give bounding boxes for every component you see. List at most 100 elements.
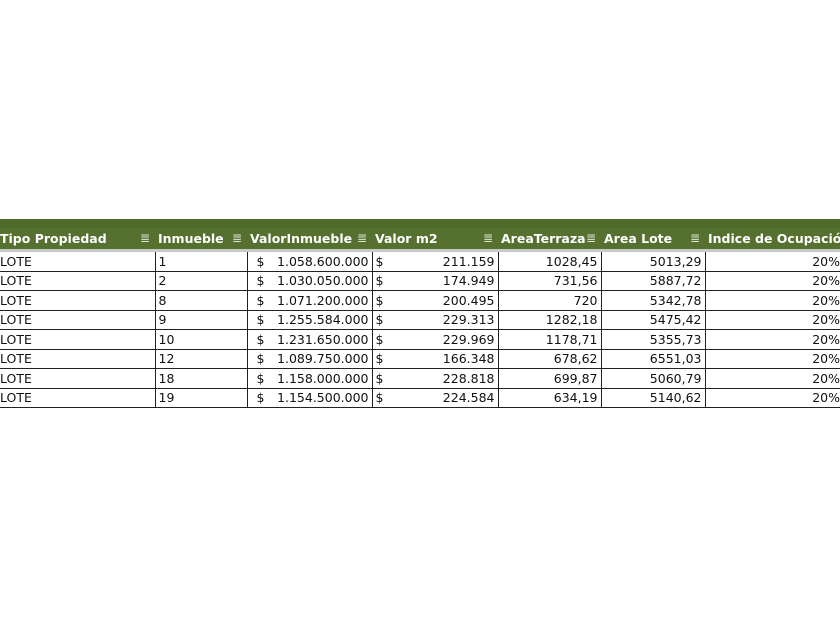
table-cell[interactable]: $1.154.500.000 xyxy=(246,388,372,408)
column-label: Valor m2 xyxy=(375,231,438,246)
table-cell[interactable]: 19 xyxy=(154,388,247,408)
table-cell[interactable]: 5342,78 xyxy=(600,290,705,311)
currency-symbol: $ xyxy=(375,292,384,308)
filter-icon[interactable]: ≣ xyxy=(231,231,242,245)
data-table: Tipo Propiedad ≣ Inmueble ≣ ValorInmueble ≣ Va… xyxy=(0,228,840,408)
table-cell[interactable]: LOTE xyxy=(0,329,155,350)
table-cell[interactable]: $200.495 xyxy=(371,290,498,311)
table-cell[interactable]: $174.949 xyxy=(371,271,498,291)
table-cell[interactable]: $1.058.600.000 xyxy=(246,250,372,272)
table-cell[interactable]: $1.071.200.000 xyxy=(246,290,372,311)
table-cell[interactable]: 20% xyxy=(704,290,840,311)
column-header[interactable]: Indice de Ocupación xyxy=(705,228,840,252)
currency-symbol: $ xyxy=(375,331,384,347)
table-cell[interactable]: $1.158.000.000 xyxy=(246,368,372,389)
column-label: Indice de Ocupación xyxy=(708,231,840,246)
table-cell[interactable]: $229.313 xyxy=(371,310,498,330)
filter-icon[interactable]: ≣ xyxy=(356,231,367,245)
table-cell[interactable]: 2 xyxy=(154,271,247,291)
table-row: LOTE 9 $1.255.584.000 $229.313 1282,18 5475,4… xyxy=(0,310,840,330)
table-cell[interactable]: 20% xyxy=(704,388,840,408)
table-row: LOTE 10 $1.231.650.000 $229.969 1178,71 5355,… xyxy=(0,329,840,350)
cell-value: 166.348 xyxy=(442,351,495,367)
table-cell[interactable]: $211.159 xyxy=(371,250,498,272)
table-cell[interactable]: 634,19 xyxy=(497,388,601,408)
table-row: LOTE 19 $1.154.500.000 $224.584 634,19 5140,6… xyxy=(0,388,840,408)
table-cell[interactable]: 1028,45 xyxy=(497,250,601,272)
table-cell[interactable]: 12 xyxy=(154,349,247,369)
table-cell[interactable]: 731,56 xyxy=(497,271,601,291)
filter-icon[interactable]: ≣ xyxy=(482,231,493,245)
currency-symbol: $ xyxy=(256,312,265,328)
column-header[interactable]: Area Lote ≣ xyxy=(601,228,705,252)
column-label: ValorInmueble xyxy=(250,231,353,246)
table-cell[interactable]: LOTE xyxy=(0,290,155,311)
table-cell[interactable]: $1.255.584.000 xyxy=(246,310,372,330)
table-cell[interactable]: LOTE xyxy=(0,388,155,408)
table-cell[interactable]: 699,87 xyxy=(497,368,601,389)
table-cell[interactable]: LOTE xyxy=(0,250,155,272)
cell-value: 1.154.500.000 xyxy=(277,390,369,406)
table-cell[interactable]: $1.089.750.000 xyxy=(246,349,372,369)
column-header[interactable]: Tipo Propiedad ≣ xyxy=(0,228,155,252)
table-row: LOTE 1 $1.058.600.000 $211.159 1028,45 5013,2… xyxy=(0,250,840,272)
table-cell[interactable]: 6551,03 xyxy=(600,349,705,369)
table-cell[interactable]: 20% xyxy=(704,349,840,369)
table-cell[interactable]: 720 xyxy=(497,290,601,311)
column-header[interactable]: Valor m2 ≣ xyxy=(372,228,498,252)
cell-value: 211.159 xyxy=(442,253,495,269)
cell-value: 200.495 xyxy=(442,292,495,308)
currency-symbol: $ xyxy=(256,331,265,347)
cell-value: 1.231.650.000 xyxy=(277,331,369,347)
currency-symbol: $ xyxy=(256,292,265,308)
table-cell[interactable]: 20% xyxy=(704,271,840,291)
filter-icon[interactable]: ≣ xyxy=(689,231,700,245)
table-cell[interactable]: 1 xyxy=(154,250,247,272)
table-cell[interactable]: 5355,73 xyxy=(600,329,705,350)
table-cell[interactable]: $229.969 xyxy=(371,329,498,350)
currency-symbol: $ xyxy=(256,390,265,406)
table-cell[interactable]: 1282,18 xyxy=(497,310,601,330)
column-label: Inmueble xyxy=(158,231,224,246)
table-cell[interactable]: 678,62 xyxy=(497,349,601,369)
table-cell[interactable]: 18 xyxy=(154,368,247,389)
table-cell[interactable]: LOTE xyxy=(0,310,155,330)
cell-value: 228.818 xyxy=(442,370,495,386)
column-label: AreaTerraza xyxy=(501,231,586,246)
table-row: LOTE 2 $1.030.050.000 $174.949 731,56 5887,72… xyxy=(0,271,840,291)
table-cell[interactable]: 20% xyxy=(704,310,840,330)
table-cell[interactable]: 5887,72 xyxy=(600,271,705,291)
currency-symbol: $ xyxy=(375,351,384,367)
filter-icon[interactable]: ≣ xyxy=(139,231,150,245)
cell-value: 1.158.000.000 xyxy=(277,370,369,386)
table-cell[interactable]: 5475,42 xyxy=(600,310,705,330)
column-header[interactable]: ValorInmueble ≣ xyxy=(247,228,372,252)
table-cell[interactable]: 5140,62 xyxy=(600,388,705,408)
table-cell[interactable]: 20% xyxy=(704,329,840,350)
table-cell[interactable]: 8 xyxy=(154,290,247,311)
table-cell[interactable]: $224.584 xyxy=(371,388,498,408)
currency-symbol: $ xyxy=(256,253,265,269)
table-cell[interactable]: LOTE xyxy=(0,349,155,369)
table-cell[interactable]: $228.818 xyxy=(371,368,498,389)
table-cell[interactable]: 5013,29 xyxy=(600,250,705,272)
table-cell[interactable]: 5060,79 xyxy=(600,368,705,389)
currency-symbol: $ xyxy=(256,273,265,289)
table-cell[interactable]: LOTE xyxy=(0,368,155,389)
table-cell[interactable]: 1178,71 xyxy=(497,329,601,350)
table-cell[interactable]: LOTE xyxy=(0,271,155,291)
currency-symbol: $ xyxy=(375,312,384,328)
cell-value: 229.969 xyxy=(442,331,495,347)
column-header[interactable]: AreaTerraza ≣ xyxy=(498,228,601,252)
table-cell[interactable]: $1.030.050.000 xyxy=(246,271,372,291)
cell-value: 224.584 xyxy=(442,390,495,406)
table-cell[interactable]: 20% xyxy=(704,250,840,272)
table-cell[interactable]: $166.348 xyxy=(371,349,498,369)
table-cell[interactable]: $1.231.650.000 xyxy=(246,329,372,350)
table-cell[interactable]: 9 xyxy=(154,310,247,330)
table-cell[interactable]: 10 xyxy=(154,329,247,350)
filter-icon[interactable]: ≣ xyxy=(585,231,596,245)
cell-value: 1.255.584.000 xyxy=(277,312,369,328)
table-cell[interactable]: 20% xyxy=(704,368,840,389)
column-header[interactable]: Inmueble ≣ xyxy=(155,228,247,252)
